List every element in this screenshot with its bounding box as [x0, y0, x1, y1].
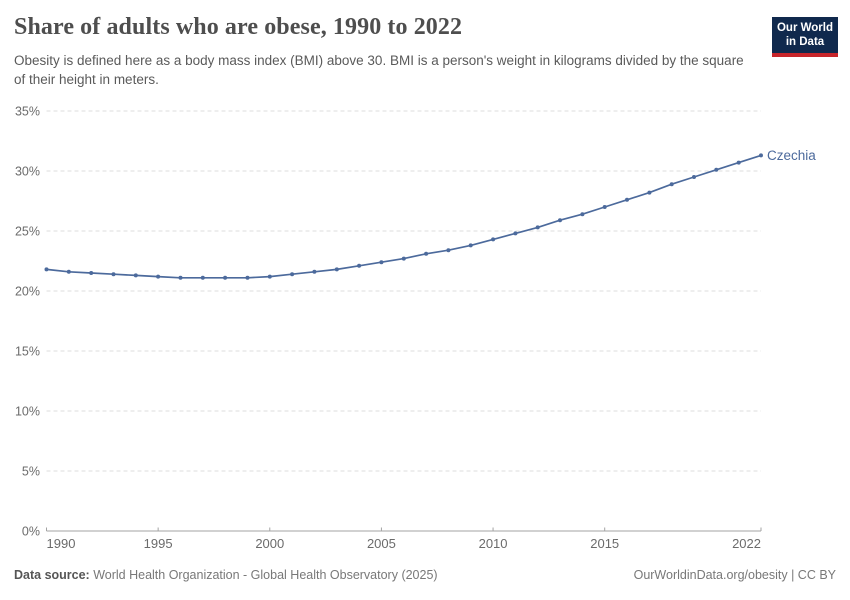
data-point[interactable] [491, 237, 496, 242]
y-axis-tick-label: 25% [15, 225, 40, 239]
data-point[interactable] [111, 272, 116, 277]
data-point[interactable] [156, 274, 161, 279]
x-axis-tick-label: 2005 [367, 536, 396, 551]
data-point[interactable] [223, 275, 228, 280]
owid-logo-line2: in Data [785, 35, 825, 48]
y-axis-tick-label: 0% [22, 525, 40, 539]
data-point[interactable] [625, 197, 629, 202]
x-axis-tick-label: 2015 [590, 536, 619, 551]
data-point[interactable] [558, 218, 562, 223]
y-axis-tick-label: 10% [15, 405, 40, 419]
x-axis-tick-label: 2000 [255, 536, 284, 551]
data-point[interactable] [424, 251, 429, 256]
data-point[interactable] [133, 273, 138, 278]
y-axis-tick-label: 15% [15, 345, 40, 359]
page-title: Share of adults who are obese, 1990 to 2… [14, 14, 463, 40]
y-axis-tick-label: 20% [15, 285, 40, 299]
data-point[interactable] [89, 271, 94, 275]
x-axis-tick-label: 2022 [732, 536, 761, 551]
x-axis-tick-label: 1990 [47, 536, 76, 551]
data-point[interactable] [66, 269, 71, 274]
data-point[interactable] [44, 267, 49, 272]
entity-label-czechia[interactable]: Czechia [767, 148, 816, 163]
data-point[interactable] [312, 269, 317, 274]
y-axis-tick-label: 30% [15, 165, 40, 179]
data-point[interactable] [178, 275, 183, 280]
owid-logo: Our World in Data [772, 17, 838, 57]
data-point[interactable] [357, 263, 362, 268]
data-point[interactable] [379, 260, 384, 265]
data-point[interactable] [669, 182, 674, 187]
chart-subtitle: Obesity is defined here as a body mass i… [14, 53, 744, 87]
data-point[interactable] [267, 274, 272, 279]
data-point[interactable] [647, 190, 652, 195]
data-source: Data source: World Health Organization -… [14, 568, 438, 582]
data-point[interactable] [468, 243, 473, 248]
data-point[interactable] [692, 175, 696, 179]
data-point[interactable] [200, 275, 205, 280]
data-point[interactable] [245, 275, 250, 280]
data-point[interactable] [580, 212, 585, 217]
header: Share of adults who are obese, 1990 to 2… [14, 14, 838, 57]
data-point[interactable] [446, 248, 451, 253]
data-point[interactable] [759, 153, 763, 158]
data-point[interactable] [334, 267, 339, 272]
x-axis-tick-label: 2010 [479, 536, 508, 551]
data-point[interactable] [736, 160, 741, 165]
owid-logo-line1: Our World [776, 22, 833, 34]
data-source-label: Data source: [14, 568, 90, 582]
data-point[interactable] [535, 225, 540, 230]
data-point[interactable] [401, 256, 406, 261]
data-source-text: World Health Organization - Global Healt… [89, 568, 438, 582]
x-axis-tick-label: 1995 [144, 536, 173, 551]
y-axis-tick-label: 35% [15, 105, 40, 119]
y-axis-tick-label: 5% [22, 465, 40, 479]
data-point[interactable] [602, 205, 607, 209]
data-point[interactable] [714, 167, 719, 172]
data-point[interactable] [290, 272, 295, 277]
data-point[interactable] [513, 231, 518, 236]
attribution: OurWorldinData.org/obesity | CC BY [633, 568, 836, 582]
